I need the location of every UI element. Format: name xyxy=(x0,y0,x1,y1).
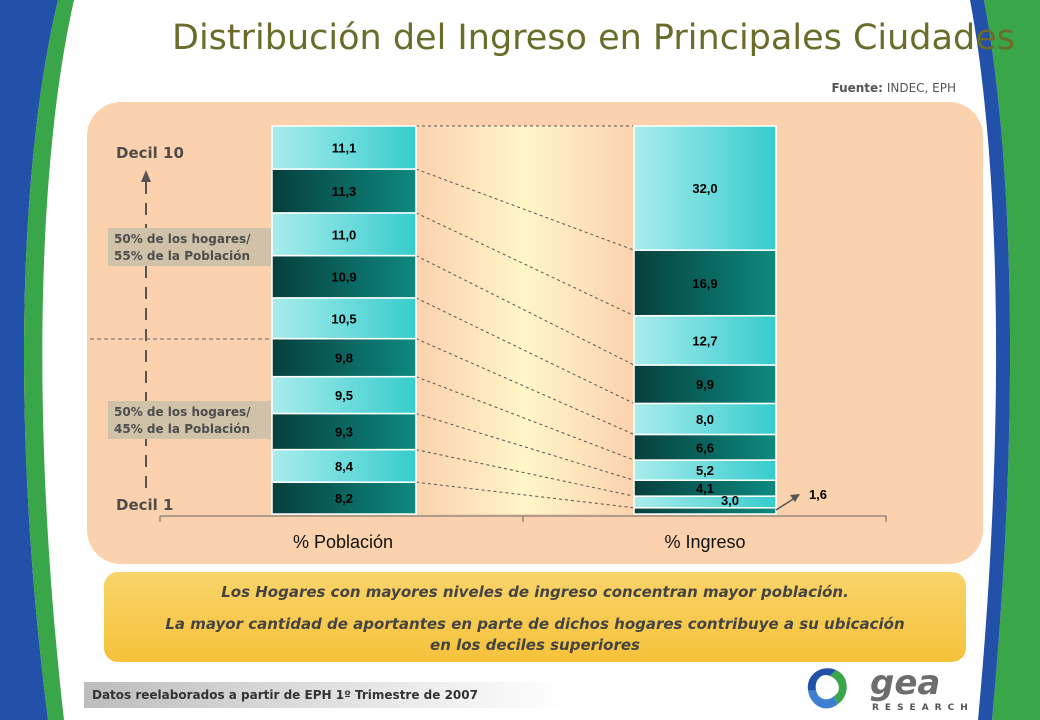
bar-poblacion-decil-8 xyxy=(271,212,417,257)
value-label-ingreso-decil-2: 3,0 xyxy=(721,493,739,508)
connector-line-decil-8 xyxy=(415,212,635,317)
logo-subtitle: RESEARCH xyxy=(872,703,974,713)
x-tick-label-ingreso: % Ingreso xyxy=(664,532,745,552)
upper-group-line1: 50% de los hogares/ xyxy=(114,232,251,246)
connector-line-decil-3 xyxy=(415,413,635,481)
logo-swirl-icon xyxy=(807,668,847,709)
bar-poblacion-decil-1 xyxy=(271,481,417,515)
connector-line-decil-9 xyxy=(415,168,635,251)
value-label-poblacion-decil-5: 9,8 xyxy=(335,351,353,366)
note-line-1: Los Hogares con mayores niveles de ingre… xyxy=(221,583,849,601)
value-label-ingreso-decil-9: 16,9 xyxy=(692,276,717,291)
connector-line-decil-1 xyxy=(415,481,635,509)
value-label-poblacion-decil-4: 9,5 xyxy=(335,388,353,403)
note-line-2: La mayor cantidad de aportantes en parte… xyxy=(104,614,966,656)
value-label-ingreso-decil-5: 6,6 xyxy=(696,440,714,455)
value-label-poblacion-decil-10: 11,1 xyxy=(332,141,357,156)
footer-source-note: Datos reelaborados a partir de EPH 1º Tr… xyxy=(84,682,566,708)
connector-line-decil-4 xyxy=(415,376,635,461)
bar-ingreso-decil-1 xyxy=(633,507,777,515)
lower-group-line1: 50% de los hogares/ xyxy=(114,405,251,419)
upper-group-line2: 55% de la Población xyxy=(114,249,251,263)
bar-poblacion-decil-10 xyxy=(271,125,417,170)
connector-line-decil-6 xyxy=(415,297,635,404)
bar-poblacion-decil-4 xyxy=(271,375,417,415)
value-label-ingreso-decil-3: 4,1 xyxy=(696,481,714,496)
value-label-poblacion-decil-2: 8,4 xyxy=(335,459,354,474)
value-label-poblacion-decil-1: 8,2 xyxy=(335,491,353,506)
decile-arrow-head xyxy=(141,170,151,182)
value-label-ingreso-decil-7: 9,9 xyxy=(696,377,714,392)
value-label-poblacion-decil-9: 11,3 xyxy=(332,184,357,199)
page-title: Distribución del Ingreso en Principales … xyxy=(172,18,1015,58)
right-side-decoration xyxy=(970,0,1040,720)
value-label-poblacion-decil-6: 10,5 xyxy=(331,311,356,326)
bar-ingreso-decil-9 xyxy=(633,249,777,317)
label-pointer-head xyxy=(790,494,800,502)
bar-ingreso-decil-6 xyxy=(633,402,777,436)
bar-poblacion-decil-2 xyxy=(271,448,417,483)
value-label-ingreso-decil-1: 1,6 xyxy=(809,487,827,502)
connector-line-decil-7 xyxy=(415,255,635,366)
logo-wordmark: gea xyxy=(870,663,940,703)
bar-ingreso-decil-10 xyxy=(633,125,777,251)
decil-bottom-label: Decil 1 xyxy=(116,496,174,514)
x-tick-label-poblacion: % Población xyxy=(293,532,393,552)
bars: 8,2 8,4 9,3 9,5 9,8 10,5 10,9 11,0 11,3 11,1 1,6 3,… xyxy=(271,125,827,515)
lower-group-line2: 45% de la Población xyxy=(114,422,251,436)
value-label-poblacion-decil-8: 11,0 xyxy=(332,227,357,242)
value-label-ingreso-decil-8: 12,7 xyxy=(692,333,717,348)
bar-ingreso-decil-5 xyxy=(633,433,777,461)
x-axis: % Población % Ingreso xyxy=(159,515,887,552)
bar-poblacion-decil-7 xyxy=(271,254,417,299)
gea-research-logo: gea RESEARCH xyxy=(807,663,974,713)
bar-ingreso-decil-8 xyxy=(633,314,777,366)
source-label: Fuente: INDEC, EPH xyxy=(831,81,956,95)
decil-top-label: Decil 10 xyxy=(116,144,184,162)
bar-ingreso-decil-7 xyxy=(633,364,777,405)
plot-highlight xyxy=(416,126,634,514)
value-label-ingreso-decil-4: 5,2 xyxy=(696,463,714,478)
conclusion-note: Los Hogares con mayores niveles de ingre… xyxy=(104,572,966,662)
source-value: INDEC, EPH xyxy=(886,81,956,95)
connector-line-decil-5 xyxy=(415,338,635,435)
bar-poblacion-decil-6 xyxy=(271,297,417,340)
upper-half-group-box: 50% de los hogares/ 55% de la Población xyxy=(108,228,271,266)
note-line-2b: en los deciles superiores xyxy=(430,636,640,654)
note-line-2a: La mayor cantidad de aportantes en parte… xyxy=(165,615,905,633)
left-side-decoration xyxy=(0,0,74,720)
bar-poblacion-decil-3 xyxy=(271,412,417,451)
connector-lines xyxy=(415,125,635,509)
value-label-ingreso-decil-10: 32,0 xyxy=(692,181,717,196)
bar-ingreso-decil-2 xyxy=(633,495,777,509)
source-key: Fuente: xyxy=(831,81,883,95)
bar-poblacion-decil-5 xyxy=(271,337,417,378)
connector-line-decil-2 xyxy=(415,449,635,497)
value-label-ingreso-decil-6: 8,0 xyxy=(696,412,714,427)
value-label-poblacion-decil-7: 10,9 xyxy=(331,270,356,285)
lower-half-group-box: 50% de los hogares/ 45% de la Población xyxy=(108,401,271,439)
value-label-poblacion-decil-3: 9,3 xyxy=(335,425,353,440)
